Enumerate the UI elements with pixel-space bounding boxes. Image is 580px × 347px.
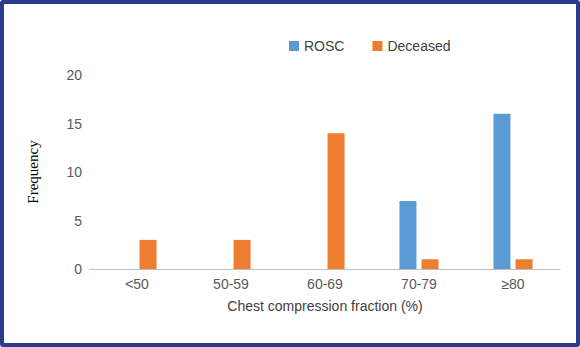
svg-text:Chest compression fraction (%): Chest compression fraction (%) — [227, 298, 422, 314]
svg-text:5: 5 — [74, 213, 82, 229]
svg-text:10: 10 — [66, 164, 82, 180]
svg-text:0: 0 — [74, 261, 82, 277]
svg-text:<50: <50 — [125, 276, 149, 292]
svg-text:Deceased: Deceased — [387, 38, 450, 54]
svg-text:ROSC: ROSC — [304, 38, 344, 54]
svg-text:≥80: ≥80 — [501, 276, 524, 292]
svg-text:Frequency: Frequency — [25, 140, 41, 204]
svg-text:60-69: 60-69 — [307, 276, 343, 292]
svg-text:50-59: 50-59 — [213, 276, 249, 292]
svg-text:15: 15 — [66, 116, 82, 132]
svg-text:70-79: 70-79 — [401, 276, 437, 292]
svg-text:20: 20 — [66, 67, 82, 83]
